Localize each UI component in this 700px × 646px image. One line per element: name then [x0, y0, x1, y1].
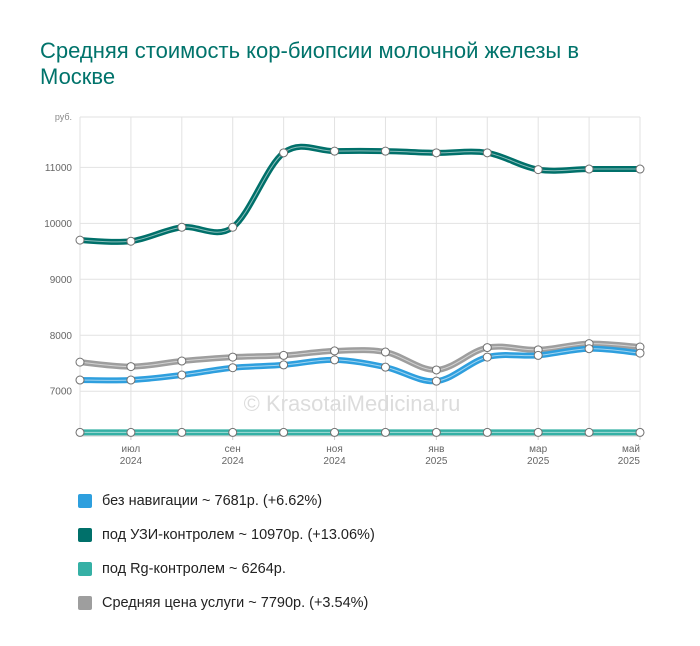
- y-unit-label: руб.: [55, 112, 72, 122]
- data-point[interactable]: [126, 236, 136, 246]
- watermark-text: © KrasotaiMedicina.ru: [244, 391, 461, 416]
- legend-swatch: [78, 596, 92, 610]
- data-point[interactable]: [75, 375, 85, 385]
- data-point[interactable]: [380, 146, 390, 156]
- data-point[interactable]: [126, 375, 136, 385]
- data-point[interactable]: [380, 347, 390, 357]
- legend-label: без навигации ~ 7681р. (+6.62%): [102, 493, 323, 509]
- series-line-highlight: [79, 146, 641, 243]
- data-point[interactable]: [228, 222, 238, 232]
- data-point[interactable]: [431, 427, 441, 437]
- line-chart: © KrasotaiMedicina.ru 7000 8000 9000 10000 1…: [44, 112, 645, 467]
- data-point[interactable]: [431, 376, 441, 386]
- legend-swatch: [78, 528, 92, 542]
- data-point[interactable]: [75, 357, 85, 367]
- x-tick-year: 2025: [425, 456, 448, 467]
- y-tick-label: 8000: [50, 331, 73, 342]
- data-point[interactable]: [482, 427, 492, 437]
- data-point[interactable]: [533, 165, 543, 175]
- data-point[interactable]: [533, 350, 543, 360]
- data-point[interactable]: [330, 346, 340, 356]
- data-point[interactable]: [126, 362, 136, 372]
- legend-item[interactable]: Средняя цена услуги ~ 7790р. (+3.54%): [78, 586, 375, 620]
- data-point[interactable]: [330, 427, 340, 437]
- axis-labels: 7000800090001000011000руб.июл2024сен2024…: [44, 112, 640, 467]
- x-tick-month: мар: [529, 444, 547, 455]
- data-point[interactable]: [228, 352, 238, 362]
- y-tick-label: 9000: [50, 275, 73, 286]
- x-tick-month: сен: [225, 444, 241, 455]
- data-point[interactable]: [330, 146, 340, 156]
- data-point[interactable]: [279, 350, 289, 360]
- y-tick-label: 11000: [45, 163, 73, 174]
- legend-item[interactable]: без навигации ~ 7681р. (+6.62%): [78, 484, 375, 518]
- legend-label: Средняя цена услуги ~ 7790р. (+3.54%): [102, 595, 369, 611]
- x-tick-year: 2025: [527, 456, 550, 467]
- data-point[interactable]: [380, 427, 390, 437]
- data-point[interactable]: [177, 370, 187, 380]
- data-point[interactable]: [482, 343, 492, 353]
- data-point[interactable]: [228, 363, 238, 373]
- chart-title: Средняя стоимость кор-биопсии молочной ж…: [40, 38, 580, 89]
- y-tick-label: 7000: [50, 387, 73, 398]
- data-point[interactable]: [279, 427, 289, 437]
- data-point[interactable]: [533, 427, 543, 437]
- x-tick-year: 2024: [120, 456, 143, 467]
- x-tick-year: 2024: [323, 456, 346, 467]
- legend: без навигации ~ 7681р. (+6.62%) под УЗИ-к…: [78, 484, 375, 620]
- legend-label: под УЗИ-контролем ~ 10970р. (+13.06%): [102, 527, 375, 543]
- x-tick-month: ноя: [326, 444, 343, 455]
- points-layer: [75, 146, 645, 437]
- data-point[interactable]: [279, 148, 289, 158]
- legend-item[interactable]: под УЗИ-контролем ~ 10970р. (+13.06%): [78, 518, 375, 552]
- data-point[interactable]: [126, 427, 136, 437]
- data-point[interactable]: [75, 427, 85, 437]
- data-point[interactable]: [279, 360, 289, 370]
- legend-item[interactable]: под Rg-контролем ~ 6264р.: [78, 552, 375, 586]
- x-tick-year: 2025: [618, 456, 641, 467]
- data-point[interactable]: [482, 352, 492, 362]
- x-tick-month: янв: [428, 444, 444, 455]
- x-tick-year: 2024: [222, 456, 245, 467]
- data-point[interactable]: [431, 148, 441, 158]
- data-point[interactable]: [330, 355, 340, 365]
- x-tick-month: июл: [122, 444, 141, 455]
- data-point[interactable]: [584, 164, 594, 174]
- data-point[interactable]: [584, 344, 594, 354]
- data-point[interactable]: [635, 427, 645, 437]
- data-point[interactable]: [584, 427, 594, 437]
- data-point[interactable]: [177, 356, 187, 366]
- data-point[interactable]: [431, 365, 441, 375]
- legend-swatch: [78, 494, 92, 508]
- legend-swatch: [78, 562, 92, 576]
- data-point[interactable]: [482, 148, 492, 158]
- series-line: [77, 143, 643, 245]
- series-layer: [77, 143, 643, 436]
- data-point[interactable]: [177, 222, 187, 232]
- data-point[interactable]: [380, 362, 390, 372]
- data-point[interactable]: [635, 348, 645, 358]
- y-tick-label: 10000: [44, 219, 72, 230]
- data-point[interactable]: [228, 427, 238, 437]
- x-tick-month: май: [622, 444, 640, 455]
- legend-label: под Rg-контролем ~ 6264р.: [102, 561, 286, 577]
- data-point[interactable]: [177, 427, 187, 437]
- data-point[interactable]: [635, 164, 645, 174]
- data-point[interactable]: [75, 235, 85, 245]
